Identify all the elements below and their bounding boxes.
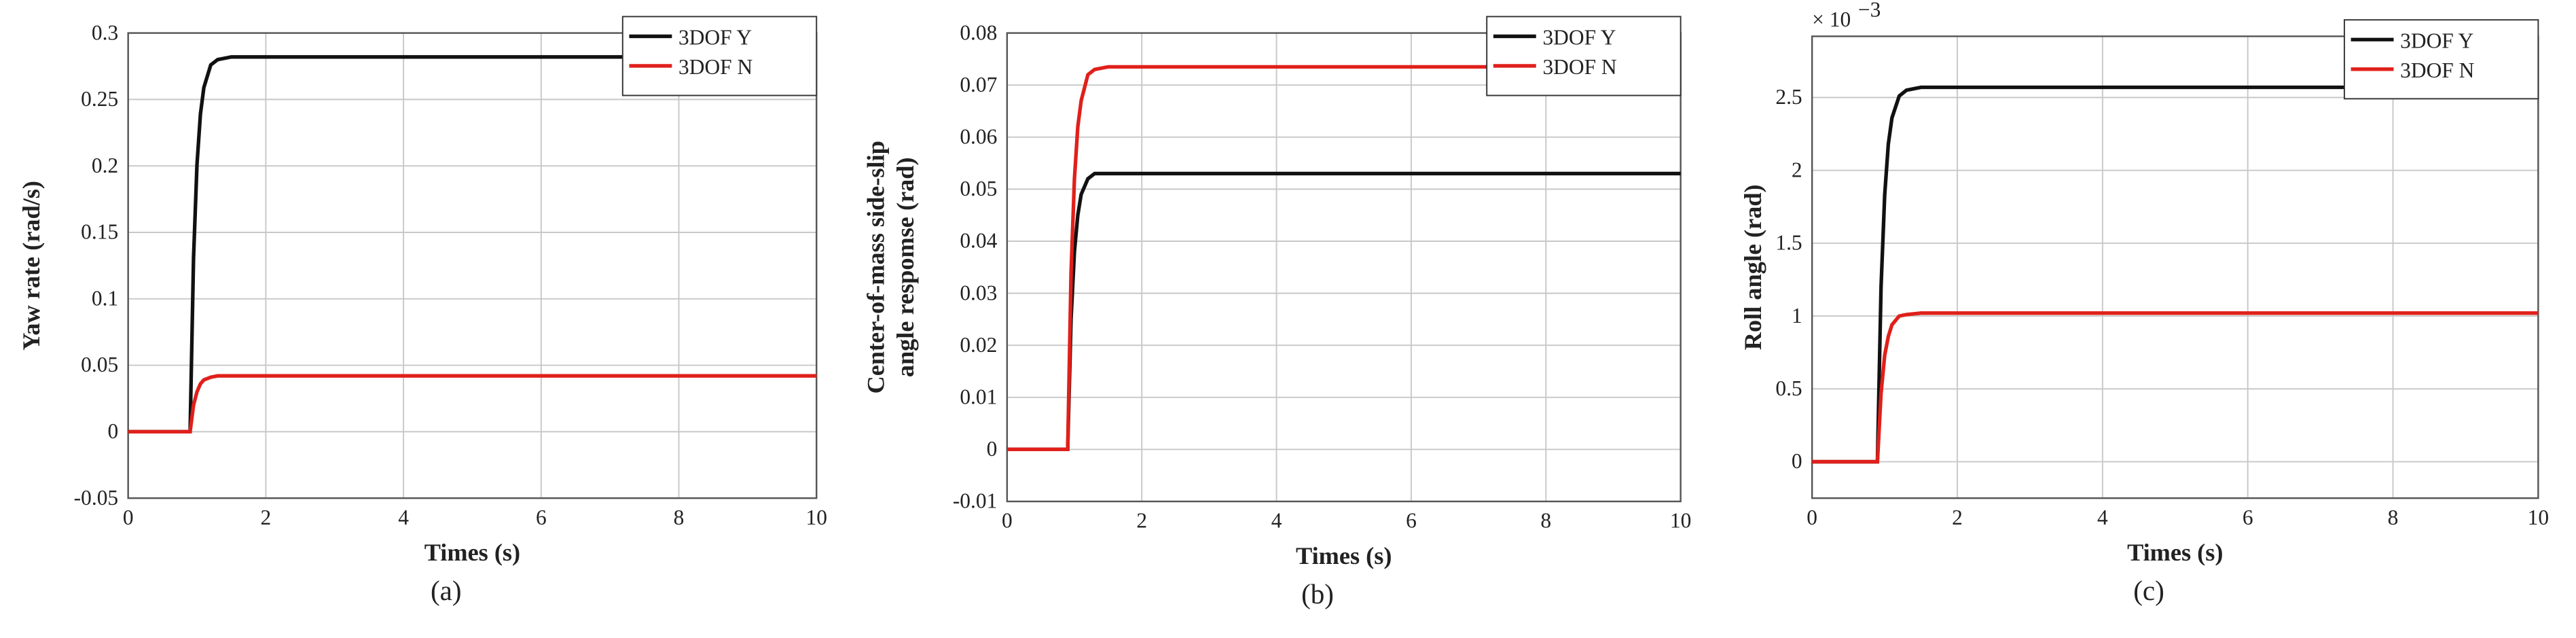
x-axis-title: Times (s) — [1296, 542, 1392, 569]
x-tick-label: 10 — [806, 506, 827, 529]
x-tick-label: 2 — [1136, 509, 1147, 533]
series-line — [128, 55, 817, 434]
x-tick-label: 2 — [261, 506, 272, 529]
y-tick-label: 0 — [1792, 449, 1802, 473]
y-tick-label: 0.01 — [960, 385, 997, 408]
x-tick-label: 6 — [536, 506, 547, 529]
legend-box — [621, 16, 818, 96]
y-tick-label: 1 — [1792, 304, 1802, 327]
y-tick-label: 0.03 — [960, 281, 997, 304]
series-line — [1812, 311, 2539, 464]
y-tick-label: -0.05 — [74, 486, 119, 510]
y-tick-label: 0.06 — [960, 124, 997, 148]
plot-area — [1006, 33, 1681, 502]
y-tick-label: 2.5 — [1775, 85, 1802, 109]
y-tick-label: 0.02 — [960, 333, 997, 357]
x-tick-label: 0 — [1002, 509, 1013, 533]
series-line — [128, 374, 817, 434]
x-tick-label: 4 — [2097, 506, 2108, 529]
axes-frame — [127, 32, 818, 499]
y-tick-label: 0.5 — [1775, 376, 1802, 400]
legend-box — [1486, 16, 1682, 96]
caption: (c) — [2133, 575, 2164, 607]
plot-area — [1812, 36, 2539, 499]
y-axis-title: Roll angle (rad) — [1739, 184, 1766, 350]
y-tick-label: 2 — [1792, 158, 1802, 181]
y-tick-label: 1.5 — [1775, 231, 1802, 255]
legend-label: 3DOF Y — [2400, 29, 2473, 52]
x-tick-label: 8 — [1540, 509, 1551, 533]
legend-label: 3DOF N — [1542, 55, 1616, 79]
series-line — [1812, 85, 2539, 464]
x-tick-label: 2 — [1952, 506, 1963, 529]
legend-label: 3DOF Y — [1542, 26, 1616, 50]
axis-multiplier-exponent: −3 — [1858, 0, 1881, 21]
y-tick-label: 0.04 — [960, 229, 997, 253]
y-tick-label: 0.25 — [81, 87, 118, 111]
y-axis-title: Center-of-mass side-slip — [862, 141, 889, 393]
x-tick-label: 6 — [1406, 509, 1417, 533]
legend-label: 3DOF N — [2400, 58, 2474, 82]
caption: (a) — [431, 575, 462, 607]
legend-label: 3DOF Y — [678, 26, 752, 50]
y-tick-label: 0.07 — [960, 73, 997, 96]
legend-box — [2343, 19, 2539, 100]
y-tick-label: 0.3 — [92, 20, 118, 44]
x-tick-label: 10 — [1670, 509, 1691, 533]
subplot: 0 2 4 6 8 10 0 0.5 1 1.5 2 2.5 × 10 −3 3DOF Y 3DOF N Tim… — [1739, 0, 2549, 607]
x-tick-label: 4 — [1271, 509, 1282, 533]
axes-frame — [1811, 35, 2539, 499]
subplot: 0 2 4 6 8 10-0.0100.010.020.030.040.050.060.0… — [862, 16, 1691, 610]
plot-area — [128, 33, 817, 499]
x-axis-title: Times (s) — [2127, 539, 2223, 566]
x-tick-label: 4 — [398, 506, 409, 529]
y-tick-label: 0.15 — [81, 220, 118, 244]
y-tick-label: 0.08 — [960, 20, 997, 44]
x-tick-label: 0 — [1807, 506, 1817, 529]
x-tick-label: 6 — [2243, 506, 2253, 529]
y-tick-label: 0.05 — [960, 177, 997, 200]
x-tick-label: 0 — [123, 506, 134, 529]
x-tick-label: 8 — [674, 506, 685, 529]
axis-multiplier: × 10 — [1812, 7, 1851, 31]
axes-frame — [1006, 32, 1682, 503]
y-tick-label: 0 — [987, 437, 998, 461]
x-axis-title: Times (s) — [424, 539, 520, 566]
y-tick-label: 0.2 — [92, 154, 118, 177]
x-tick-label: 10 — [2528, 506, 2549, 529]
legend-label: 3DOF N — [678, 55, 752, 79]
caption: (b) — [1301, 578, 1334, 610]
y-tick-label: 0.1 — [92, 286, 118, 310]
x-tick-label: 8 — [2388, 506, 2399, 529]
y-tick-label: -0.01 — [953, 489, 998, 513]
series-line — [1006, 65, 1681, 452]
y-axis-title: Yaw rate (rad/s) — [18, 181, 45, 351]
y-tick-label: 0 — [107, 419, 118, 443]
y-axis-title: angle respomse (rad) — [892, 157, 919, 377]
y-tick-label: 0.05 — [81, 353, 118, 376]
